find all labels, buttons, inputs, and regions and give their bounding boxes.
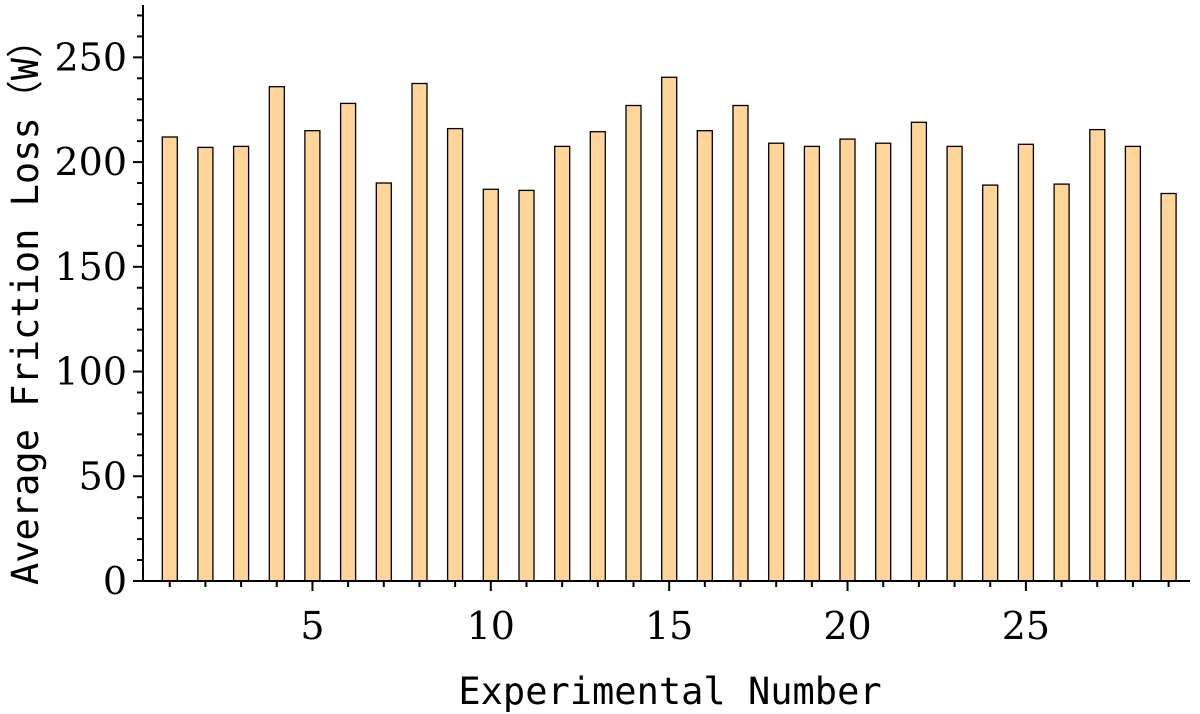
x-tick-label: 15 bbox=[645, 604, 693, 648]
x-tick-label: 25 bbox=[1002, 604, 1050, 648]
bar-14 bbox=[625, 104, 642, 582]
bar-23 bbox=[946, 145, 963, 582]
bar-15 bbox=[661, 76, 678, 582]
y-tick-label: 200 bbox=[54, 140, 127, 184]
bar-21 bbox=[875, 142, 892, 582]
bar-19 bbox=[803, 145, 821, 582]
bar-12 bbox=[554, 145, 571, 582]
y-tick-label: 150 bbox=[54, 245, 127, 289]
x-tick-label: 20 bbox=[823, 604, 871, 648]
bar-22 bbox=[910, 121, 928, 582]
bar-18 bbox=[768, 142, 785, 582]
bar-17 bbox=[732, 104, 749, 582]
y-axis-title: Average Friction Loss（W） bbox=[4, 21, 47, 585]
x-axis-ticks: 5 10 15 20 25 bbox=[168, 581, 1170, 648]
bar-1 bbox=[161, 136, 178, 582]
bar-29 bbox=[1160, 192, 1177, 582]
x-axis-title: Experimental Number bbox=[458, 670, 881, 713]
bar-24 bbox=[982, 184, 999, 582]
bar-2 bbox=[197, 146, 214, 582]
bar-5 bbox=[304, 130, 321, 582]
y-tick-label: 50 bbox=[79, 454, 127, 498]
x-tick-label: 10 bbox=[467, 604, 515, 648]
bar-27 bbox=[1089, 128, 1106, 582]
bar-13 bbox=[589, 131, 606, 582]
bar-10 bbox=[482, 188, 499, 582]
bar-11 bbox=[518, 189, 535, 582]
bar-20 bbox=[839, 138, 856, 582]
bar-25 bbox=[1017, 143, 1035, 582]
x-tick-label: 5 bbox=[300, 604, 324, 648]
bar-8 bbox=[411, 82, 428, 582]
bar-7 bbox=[375, 182, 392, 582]
y-axis-ticks: 0 50 100 150 200 250 bbox=[54, 14, 143, 603]
bar-28 bbox=[1124, 145, 1142, 582]
bars-group bbox=[161, 76, 1177, 582]
y-tick-label: 250 bbox=[54, 35, 127, 79]
bar-4 bbox=[268, 86, 285, 582]
y-tick-label: 100 bbox=[54, 350, 127, 394]
bar-6 bbox=[339, 102, 357, 582]
bar-16 bbox=[696, 130, 713, 582]
bar-9 bbox=[446, 127, 464, 582]
y-tick-label: 0 bbox=[103, 559, 127, 603]
bar-3 bbox=[232, 145, 250, 582]
bar-26 bbox=[1053, 183, 1070, 582]
